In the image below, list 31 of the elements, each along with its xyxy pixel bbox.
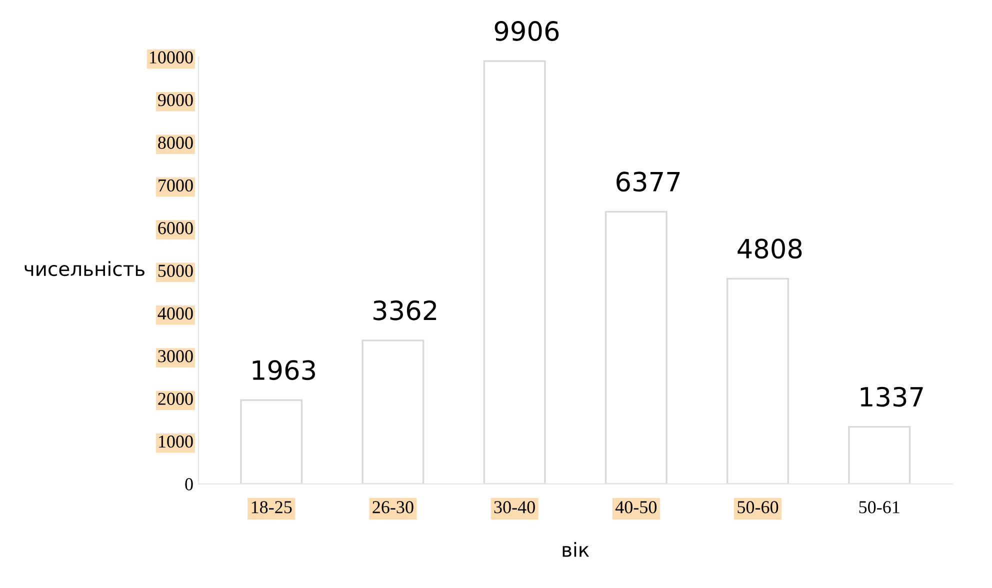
y-tick-label: 5000: [158, 264, 193, 277]
data-label: 6377: [616, 172, 680, 192]
bar: [726, 278, 789, 484]
data-label: 4808: [738, 238, 802, 259]
bar: [848, 426, 911, 484]
data-label: 1337: [860, 386, 923, 407]
x-tick-label: 50-60: [738, 501, 778, 514]
y-tick-label: 3000: [158, 350, 193, 362]
y-tick-label: 10000: [150, 51, 193, 64]
y-tick-label: 2000: [158, 392, 193, 405]
bar: [604, 210, 668, 484]
x-tick-label: 26-30: [372, 501, 414, 514]
x-tick-label: 18-25: [252, 501, 292, 514]
y-tick-label: 6000: [158, 222, 193, 234]
y-tick-label: 8000: [158, 136, 193, 149]
y-axis-title: чисельність: [24, 261, 144, 276]
data-label: 3362: [374, 300, 436, 320]
x-tick-label: 30-40: [494, 501, 535, 514]
data-label: 9906: [494, 21, 559, 41]
y-tick-label: 0: [185, 478, 193, 490]
x-tick-label: 50-61: [859, 501, 900, 514]
y-tick-label: 1000: [159, 435, 193, 448]
data-label: 1963: [252, 360, 315, 380]
bar: [362, 340, 424, 484]
x-tick-label: 40-50: [615, 501, 657, 514]
y-tick-label: 9000: [158, 94, 193, 106]
y-tick-label: 7000: [158, 179, 193, 192]
y-tick-label: 4000: [158, 307, 193, 320]
x-axis-title: вік: [562, 542, 590, 557]
bar: [483, 60, 546, 484]
bar: [240, 399, 303, 484]
